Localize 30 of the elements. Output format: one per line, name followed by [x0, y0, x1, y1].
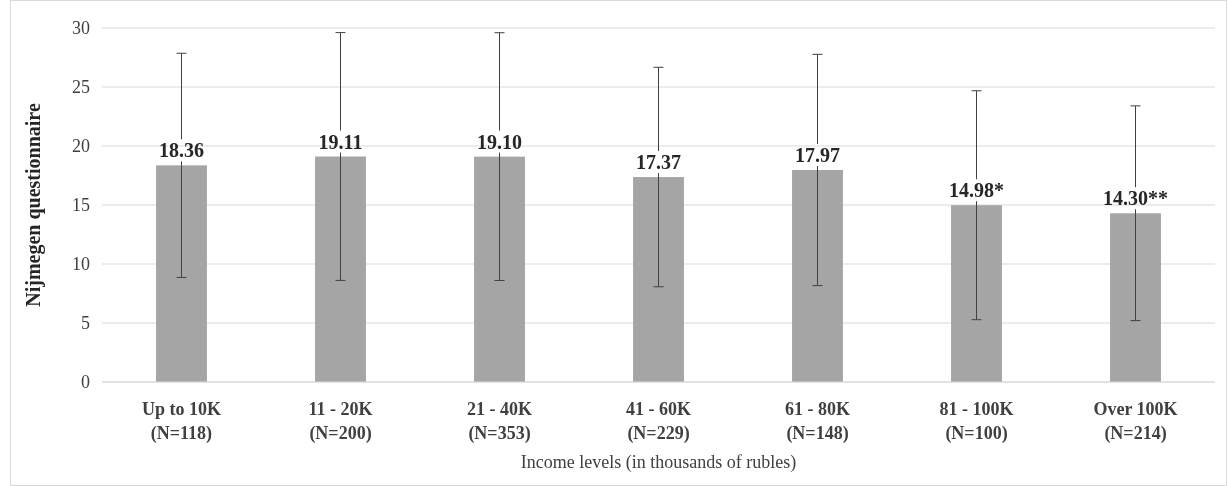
x-tick-label: Up to 10K (N=118) [141, 399, 222, 444]
data-label: 17.97 [795, 143, 840, 166]
bar [474, 156, 525, 382]
data-label: 14.30** [1103, 187, 1168, 210]
y-tick-label: 20 [72, 136, 90, 157]
data-label: 17.37 [636, 151, 681, 174]
bar [633, 177, 684, 382]
y-axis-title: Nijmegen questionnaire [22, 103, 45, 307]
y-tick-label: 0 [81, 372, 90, 393]
data-label: 19.11 [318, 130, 363, 153]
x-tick-label: 21 - 40K (N=353) [467, 399, 532, 444]
y-tick-label: 25 [72, 77, 90, 98]
x-tick-label: 61 - 80K (N=148) [785, 399, 850, 444]
bar [792, 169, 843, 382]
bar [1110, 213, 1161, 382]
bar [951, 205, 1002, 382]
x-tick-label: 11 - 20K (N=200) [308, 399, 373, 444]
data-label: 19.10 [477, 130, 522, 153]
x-axis-title: Income levels (in thousands of rubles) [520, 452, 797, 473]
bar [315, 156, 366, 382]
x-tick-label: 81 - 100K (N=100) [939, 399, 1014, 444]
x-tick-label: 41 - 60K (N=229) [626, 399, 691, 444]
y-tick-label: 10 [72, 254, 90, 275]
bar [156, 165, 207, 382]
y-tick-label: 30 [72, 18, 90, 39]
y-tick-label: 5 [81, 313, 90, 334]
y-tick-label: 15 [72, 195, 90, 216]
data-label: 14.98* [949, 179, 1004, 202]
x-tick-label: Over 100K (N=214) [1093, 399, 1178, 444]
data-label: 18.36 [159, 139, 204, 162]
